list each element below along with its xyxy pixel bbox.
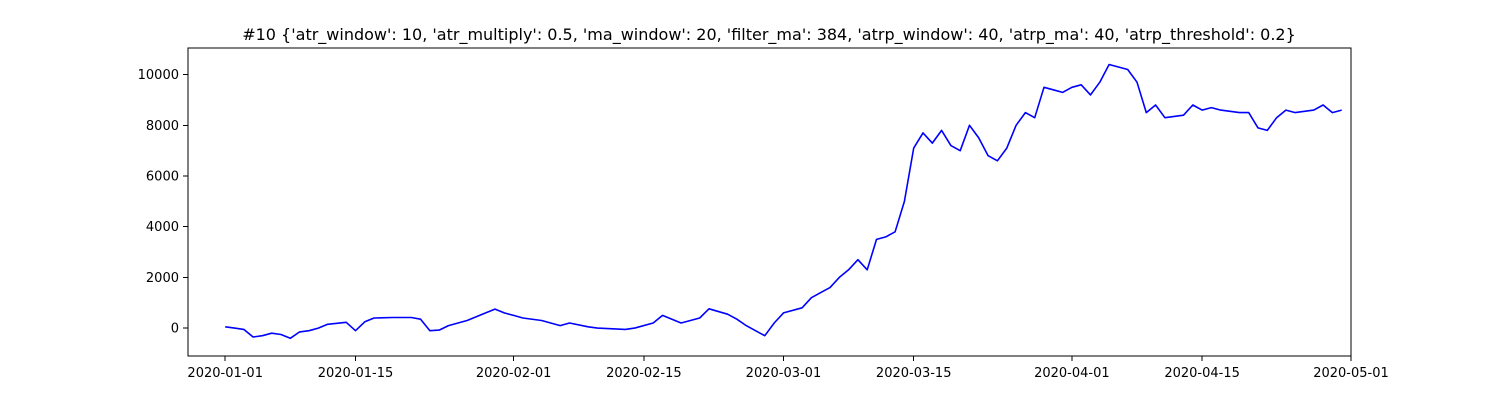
x-tick-label: 2020-04-15: [1164, 366, 1240, 381]
x-tick-label: 2020-01-15: [318, 366, 394, 381]
y-tick-label: 8000: [146, 119, 179, 134]
y-axis: 0 2000 4000 6000 8000 10000: [138, 68, 188, 337]
y-tick-label: 6000: [146, 170, 179, 185]
series-group: [225, 63, 1342, 340]
x-tick-label: 2020-03-01: [746, 366, 822, 381]
x-axis: 2020-01-01 2020-01-15 2020-02-01 2020-02-15…: [187, 356, 1389, 381]
x-tick-label: 2020-03-15: [876, 366, 952, 381]
series-line: [225, 63, 1342, 340]
chart-title: #10 {'atr_window': 10, 'atr_multiply': 0…: [242, 25, 1296, 45]
y-tick-label: 4000: [146, 220, 179, 235]
x-tick-label: 2020-04-01: [1034, 366, 1110, 381]
plot-frame: [187, 47, 1352, 357]
x-tick-label: 2020-01-01: [187, 366, 263, 381]
x-tick-label: 2020-02-01: [476, 366, 552, 381]
y-tick-label: 0: [171, 322, 179, 337]
y-tick-label: 2000: [146, 271, 179, 286]
x-tick-label: 2020-02-15: [606, 366, 682, 381]
x-tick-label: 2020-05-01: [1313, 366, 1389, 381]
y-tick-label: 10000: [138, 68, 179, 83]
